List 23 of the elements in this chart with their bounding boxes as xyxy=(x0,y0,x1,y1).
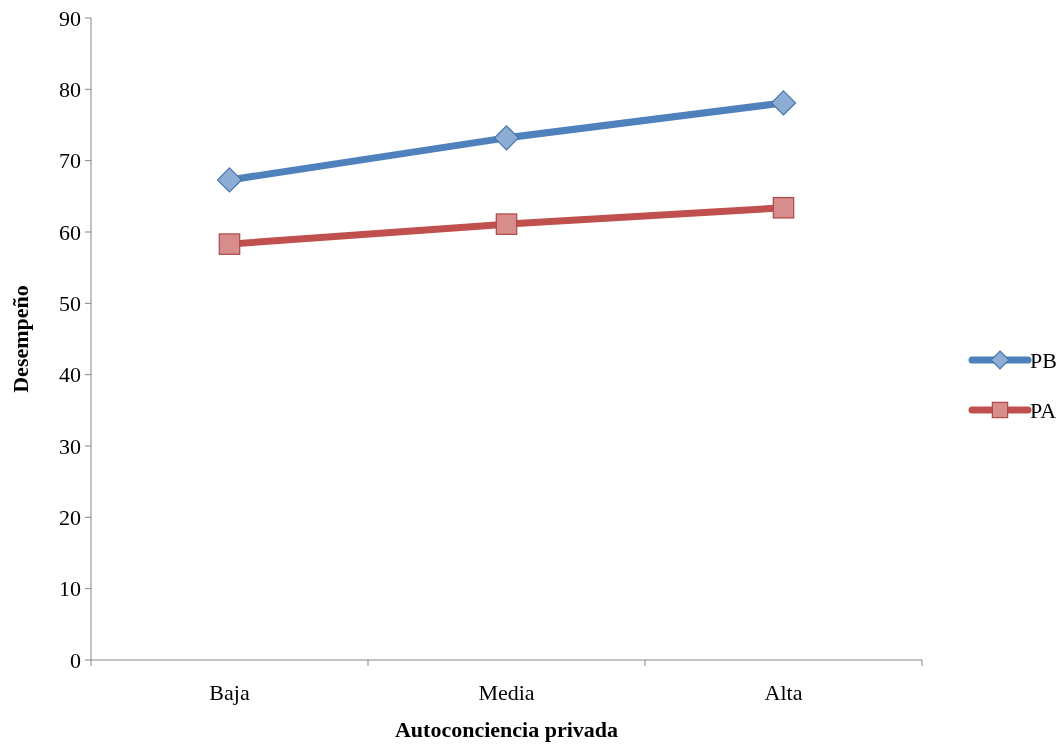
point xyxy=(770,90,797,116)
y-tick-label: 70 xyxy=(59,148,81,174)
point xyxy=(493,125,520,151)
y-tick-label: 50 xyxy=(59,291,81,317)
x-tick-label: Media xyxy=(478,680,535,705)
point xyxy=(495,213,518,235)
x-tick-label: Baja xyxy=(209,680,250,705)
legend-label: PB xyxy=(1030,347,1057,373)
point xyxy=(772,196,795,219)
y-tick-label: 90 xyxy=(59,5,81,31)
x-axis-title: Autoconciencia privada xyxy=(394,717,619,742)
point xyxy=(216,167,243,193)
y-tick-label: 0 xyxy=(70,647,81,673)
x-tick-label: Alta xyxy=(764,680,803,705)
y-tick-label: 80 xyxy=(59,77,81,103)
y-tick-label: 60 xyxy=(59,219,81,245)
legend-label: PA xyxy=(1030,397,1057,423)
y-tick-label: 10 xyxy=(59,576,81,602)
y-tick-label: 20 xyxy=(59,505,81,531)
y-tick-label: 30 xyxy=(59,433,81,459)
y-tick-label: 40 xyxy=(59,362,81,388)
point xyxy=(218,233,241,255)
y-axis-title: Desempeño xyxy=(8,285,33,393)
